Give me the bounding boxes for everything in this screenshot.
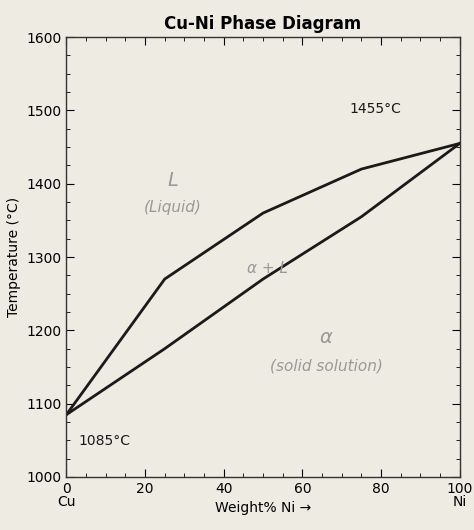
Text: 1455°C: 1455°C: [350, 102, 401, 116]
Text: L: L: [167, 171, 178, 190]
Text: 1085°C: 1085°C: [78, 435, 130, 448]
Text: Cu: Cu: [57, 496, 76, 509]
Title: Cu-Ni Phase Diagram: Cu-Ni Phase Diagram: [164, 15, 362, 33]
Text: Ni: Ni: [453, 496, 467, 509]
Text: α + L: α + L: [246, 261, 288, 276]
Text: α: α: [319, 328, 332, 347]
Text: (Liquid): (Liquid): [144, 200, 201, 215]
Text: (solid solution): (solid solution): [270, 358, 383, 373]
X-axis label: Weight% Ni →: Weight% Ni →: [215, 501, 311, 515]
Y-axis label: Temperature (°C): Temperature (°C): [7, 197, 21, 317]
